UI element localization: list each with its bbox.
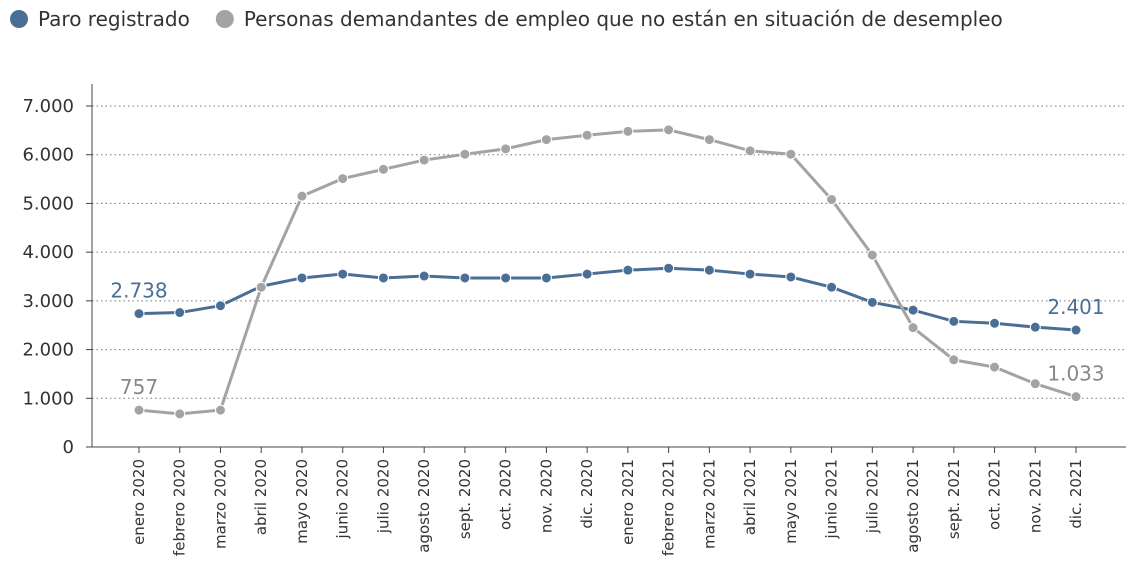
legend-marker — [10, 10, 28, 28]
data-point — [133, 308, 145, 320]
data-point — [907, 322, 919, 334]
x-tick-label: enero 2021 — [619, 459, 637, 545]
data-point — [581, 268, 593, 280]
y-tick-label: 7.000 — [22, 96, 74, 117]
data-point — [296, 190, 308, 202]
data-point — [622, 264, 634, 276]
value-label: 757 — [120, 375, 158, 399]
x-tick-label: nov. 2021 — [1026, 459, 1044, 533]
x-tick-label: dic. 2021 — [1067, 459, 1085, 529]
y-tick-label: 6.000 — [22, 145, 74, 166]
x-tick-label: agosto 2020 — [415, 459, 433, 553]
legend-label: Paro registrado — [38, 7, 190, 31]
value-label: 2.738 — [110, 279, 167, 303]
series-line — [138, 128, 1077, 416]
data-point — [989, 361, 1001, 373]
x-tick-label: abril 2020 — [252, 459, 270, 535]
legend-label: Personas demandantes de empleo que no es… — [244, 7, 1003, 31]
y-tick-label: 4.000 — [22, 242, 74, 263]
data-point — [500, 272, 512, 284]
data-point — [540, 134, 552, 146]
data-point — [1070, 391, 1082, 403]
data-point — [418, 154, 430, 166]
x-tick-label: agosto 2021 — [904, 459, 922, 553]
x-tick-label: marzo 2021 — [700, 459, 718, 549]
data-point — [214, 300, 226, 312]
data-point — [337, 268, 349, 280]
series-line — [138, 266, 1077, 332]
data-point — [663, 124, 675, 136]
data-point — [1029, 321, 1041, 333]
data-point — [377, 163, 389, 175]
y-tick-label: 1.000 — [22, 388, 74, 409]
data-point — [377, 272, 389, 284]
data-point — [214, 404, 226, 416]
x-tick-label: febrero 2021 — [660, 459, 678, 556]
data-point — [866, 249, 878, 261]
data-point — [459, 148, 471, 160]
x-tick-label: marzo 2020 — [211, 459, 229, 549]
y-tick-label: 0 — [63, 437, 74, 458]
y-tick-label: 3.000 — [22, 291, 74, 312]
data-point — [826, 281, 838, 293]
x-tick-label: oct. 2020 — [497, 459, 515, 530]
data-point — [174, 408, 186, 420]
data-point — [459, 272, 471, 284]
x-tick-label: oct. 2021 — [986, 459, 1004, 530]
x-tick-label: abril 2021 — [741, 459, 759, 535]
x-tick-label: junio 2021 — [823, 459, 841, 539]
x-tick-label: dic. 2020 — [578, 459, 596, 529]
y-tick-label: 2.000 — [22, 340, 74, 361]
data-point — [337, 173, 349, 185]
x-tick-label: sept. 2021 — [945, 459, 963, 539]
data-point — [174, 307, 186, 319]
x-tick-label: enero 2020 — [130, 459, 148, 545]
y-tick-label: 5.000 — [22, 193, 74, 214]
value-label: 1.033 — [1047, 362, 1104, 386]
x-tick-label: febrero 2020 — [171, 459, 189, 556]
data-point — [948, 315, 960, 327]
data-point — [500, 143, 512, 155]
data-point — [133, 404, 145, 416]
data-point — [1070, 324, 1082, 336]
x-tick-label: julio 2021 — [863, 459, 881, 534]
data-point — [418, 270, 430, 282]
data-point — [622, 125, 634, 137]
data-point — [703, 134, 715, 146]
data-point — [663, 262, 675, 274]
x-tick-label: julio 2020 — [374, 459, 392, 534]
x-tick-label: junio 2020 — [334, 459, 352, 539]
data-point — [948, 354, 960, 366]
data-point — [907, 304, 919, 316]
data-point — [703, 264, 715, 276]
data-point — [744, 268, 756, 280]
legend-marker — [215, 10, 234, 28]
x-tick-label: sept. 2020 — [456, 459, 474, 539]
data-point — [540, 272, 552, 284]
data-point — [785, 271, 797, 283]
data-point — [744, 145, 756, 157]
data-point — [581, 129, 593, 141]
data-point — [1029, 378, 1041, 390]
data-point — [989, 317, 1001, 329]
data-point — [296, 272, 308, 284]
value-label: 2.401 — [1047, 295, 1104, 319]
data-point — [785, 148, 797, 160]
x-tick-label: mayo 2020 — [293, 459, 311, 544]
data-point — [255, 281, 267, 293]
x-tick-label: mayo 2021 — [782, 459, 800, 544]
data-point — [866, 296, 878, 308]
data-point — [826, 194, 838, 206]
x-tick-label: nov. 2020 — [537, 459, 555, 533]
